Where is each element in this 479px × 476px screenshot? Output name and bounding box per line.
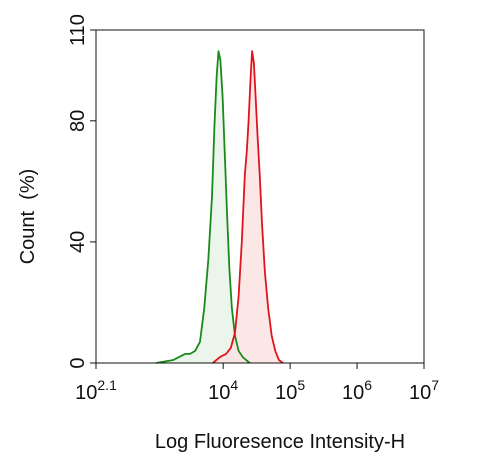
x-tick-label: 107 (409, 377, 439, 404)
x-tick-exponent: 7 (431, 377, 439, 393)
x-tick-label: 105 (275, 377, 305, 404)
x-tick-base: 10 (342, 382, 364, 404)
y-tick-label: 110 (67, 14, 89, 46)
x-tick-label: 104 (208, 377, 238, 404)
y-axis-title: Count (%) (17, 169, 39, 265)
x-tick-label: 102.1 (75, 377, 117, 404)
x-tick-exponent: 4 (230, 377, 238, 393)
series-0-area (156, 51, 250, 363)
x-tick-label: 106 (342, 377, 372, 404)
series-layer (156, 50, 284, 364)
plot-frame (95, 29, 425, 364)
x-axis-title: Log Fluoresence Intensity-H (155, 431, 405, 453)
y-tick-label: 40 (67, 231, 89, 253)
x-tick-exponent: 6 (364, 377, 372, 393)
y-tick-label: 0 (67, 357, 89, 368)
x-tick-base: 10 (275, 382, 297, 404)
x-tick-base: 10 (208, 382, 230, 404)
x-tick-base: 10 (75, 382, 97, 404)
x-tick-exponent: 5 (297, 377, 305, 393)
x-tick-exponent: 2.1 (97, 377, 117, 393)
series-0-line (156, 50, 251, 364)
x-tick-base: 10 (409, 382, 431, 404)
series-1-line (212, 50, 284, 364)
y-tick-label: 80 (67, 110, 89, 132)
